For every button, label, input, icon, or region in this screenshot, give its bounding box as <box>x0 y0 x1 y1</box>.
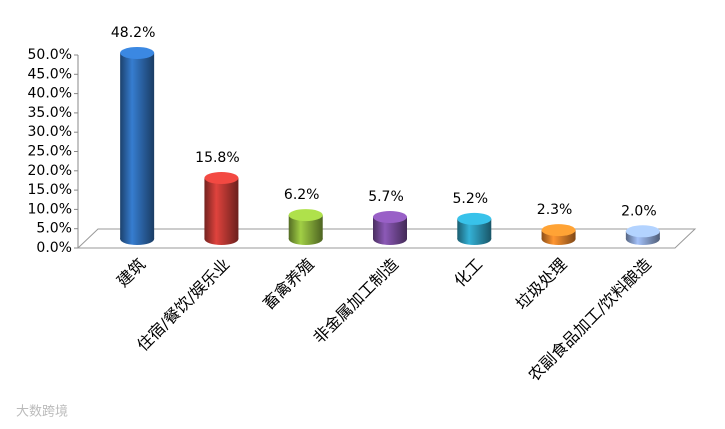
value-label: 48.2% <box>111 25 155 41</box>
value-label: 15.8% <box>195 150 239 166</box>
y-tick-label: 50.0% <box>28 47 72 63</box>
value-label: 6.2% <box>284 187 320 203</box>
y-tick-label: 10.0% <box>28 201 72 217</box>
bar-top <box>120 46 155 59</box>
bar <box>373 216 407 239</box>
x-tick-label: 建筑 <box>113 255 149 291</box>
bar-top <box>541 224 576 237</box>
x-tick-label: 垃圾处理 <box>512 255 571 314</box>
y-tick-label: 45.0% <box>28 66 72 82</box>
bar <box>204 178 239 239</box>
value-label: 5.7% <box>368 189 404 205</box>
y-tick-label: 5.0% <box>36 221 72 237</box>
y-tick-label: 30.0% <box>28 124 72 140</box>
y-tick-label: 0.0% <box>36 240 72 256</box>
bar-top <box>288 209 323 222</box>
value-label: 5.2% <box>452 191 488 207</box>
y-tick-label: 20.0% <box>28 163 72 179</box>
bar-top <box>204 172 239 185</box>
x-tick-label: 畜禽养殖 <box>259 255 318 314</box>
x-tick-label: 非金属加工制造 <box>309 255 402 348</box>
y-tick-label: 15.0% <box>28 182 72 198</box>
watermark: 大数跨境 <box>16 405 68 420</box>
bar-top <box>625 225 660 238</box>
x-tick-label: 住宿/餐饮/娱乐业 <box>133 255 233 355</box>
bar <box>120 52 155 239</box>
y-tick-label: 40.0% <box>28 86 72 102</box>
bar-top <box>457 212 492 225</box>
y-tick-label: 25.0% <box>28 144 72 160</box>
value-label: 2.3% <box>537 202 573 218</box>
y-tick-label: 35.0% <box>28 105 72 121</box>
bar <box>288 215 323 239</box>
x-tick-label: 化工 <box>450 255 486 291</box>
bar-top <box>373 210 407 223</box>
value-label: 2.0% <box>621 203 657 219</box>
